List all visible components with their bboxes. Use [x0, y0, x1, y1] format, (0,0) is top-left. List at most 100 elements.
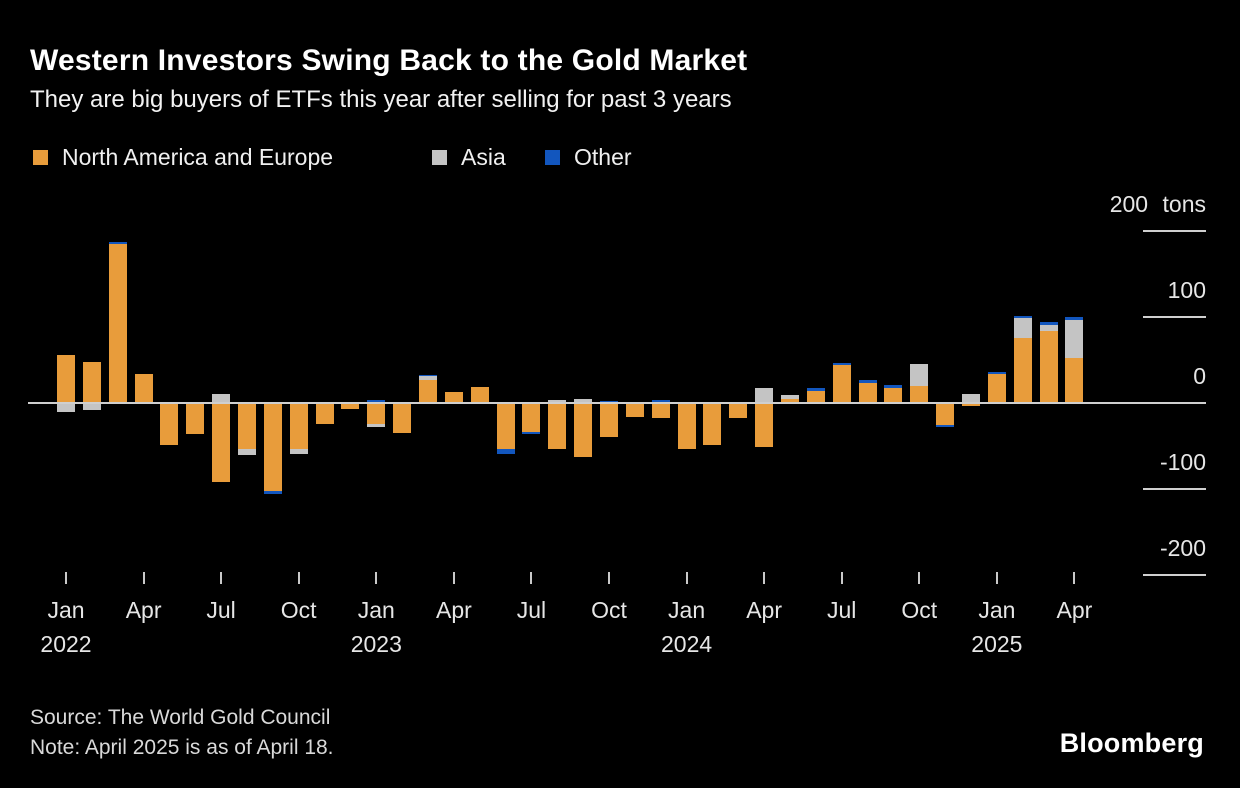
y-tick-line [1143, 487, 1206, 490]
bar-segment [238, 403, 256, 449]
x-tick-mark [918, 572, 921, 584]
bar-segment [522, 432, 541, 434]
x-tick-label: Apr [746, 597, 782, 623]
legend-swatch-icon [432, 149, 447, 165]
bar-segment [651, 399, 670, 403]
chart-title: Western Investors Swing Back to the Gold… [30, 44, 748, 77]
x-tick-label: Apr [435, 597, 472, 623]
x-year-label: 2024 [661, 631, 713, 657]
bar-segment [755, 387, 774, 403]
bar-segment [1065, 319, 1084, 358]
bar-segment [186, 403, 205, 434]
y-tick-label: -200 [1159, 534, 1206, 561]
x-tick-label: Apr [1056, 597, 1093, 623]
bar-segment [832, 365, 851, 403]
bar-segment [82, 361, 101, 403]
bar-segment [936, 403, 955, 426]
legend-swatch-icon [545, 149, 560, 165]
bar-segment [367, 403, 386, 424]
bar-segment [832, 362, 851, 366]
y-tick-label: 100 [1167, 277, 1206, 304]
x-tick-mark [840, 572, 843, 584]
bar-segment [419, 379, 437, 403]
bar-segment [1065, 317, 1084, 320]
bar-segment [367, 400, 386, 403]
bar-segment [574, 403, 593, 458]
x-tick-label: Apr [125, 597, 162, 623]
x-tick-mark [530, 572, 533, 584]
bar-segment [858, 379, 877, 384]
x-tick-label: Oct [591, 597, 627, 623]
bar-segment [755, 403, 774, 447]
bar-segment [1039, 330, 1058, 403]
bloomberg-logo: Bloomberg [1059, 728, 1204, 758]
bar-segment [729, 403, 748, 419]
legend-item: North America and Europe [33, 144, 333, 170]
x-tick-label: Jan [47, 597, 85, 623]
bar-segment [1013, 315, 1032, 319]
bar-segment [781, 398, 799, 403]
bar-segment [1013, 318, 1032, 338]
bar-segment [212, 393, 231, 403]
bar-segment [677, 403, 696, 450]
chart-subtitle: They are big buyers of ETFs this year af… [30, 86, 732, 113]
bar-segment [341, 403, 360, 409]
bar-segment [962, 394, 980, 403]
x-tick-label: Oct [901, 597, 938, 623]
y-tick-line [1143, 230, 1206, 233]
legend-item: Other [545, 144, 632, 170]
bar-segment [600, 403, 618, 437]
bar-segment [57, 355, 75, 403]
bar-segment [910, 364, 929, 386]
bar-segment [108, 241, 127, 245]
bar-segment [212, 403, 231, 482]
bar-segment [57, 403, 75, 412]
bar-segment [263, 490, 282, 494]
bar-segment [444, 391, 463, 403]
x-year-label: 2023 [350, 631, 402, 657]
bar-segment [419, 374, 437, 377]
bar-segment [1013, 337, 1032, 403]
bar-segment [1039, 322, 1058, 325]
bar-segment [315, 403, 334, 425]
x-tick-label: Jul [206, 597, 236, 623]
x-tick-label: Oct [280, 597, 317, 623]
bar-segment [703, 403, 722, 445]
bar-segment [289, 449, 308, 454]
x-tick-label: Jul [516, 597, 547, 623]
x-year-label: 2022 [40, 631, 92, 657]
x-tick-mark [685, 572, 688, 584]
bar-segment [393, 403, 412, 433]
x-tick-label: Jul [826, 597, 857, 623]
bar-segment [496, 448, 515, 454]
bar-segment [910, 385, 929, 403]
bar-segment [806, 388, 825, 391]
bar-segment [263, 403, 282, 491]
x-tick-mark [452, 572, 455, 584]
bar-segment [625, 403, 644, 417]
x-tick-mark [763, 572, 766, 584]
legend-label: Other [574, 143, 632, 170]
bar-segment [962, 403, 980, 407]
bar-segment [496, 403, 515, 449]
bar-segment [987, 373, 1006, 403]
bar-segment [160, 403, 179, 445]
x-tick-mark [142, 572, 145, 584]
x-tick-label: Jan [978, 597, 1016, 623]
bar-segment [858, 383, 877, 403]
y-tick-line [1143, 573, 1206, 576]
y-tick-label: 0 [1193, 363, 1206, 389]
legend: North America and Europe Asia Other [0, 144, 1240, 170]
bar-segment [82, 403, 101, 410]
x-tick-label: Jan [668, 597, 706, 623]
x-tick-mark [995, 572, 998, 584]
y-tick-label: -100 [1159, 448, 1206, 475]
source-text: Source: The World Gold Council [30, 706, 331, 729]
x-tick-mark [1073, 572, 1076, 584]
x-tick-mark [608, 572, 610, 584]
x-tick-mark [220, 572, 223, 584]
y-tick-label: 200 tons [1109, 191, 1206, 218]
x-year-label: 2025 [971, 631, 1023, 657]
